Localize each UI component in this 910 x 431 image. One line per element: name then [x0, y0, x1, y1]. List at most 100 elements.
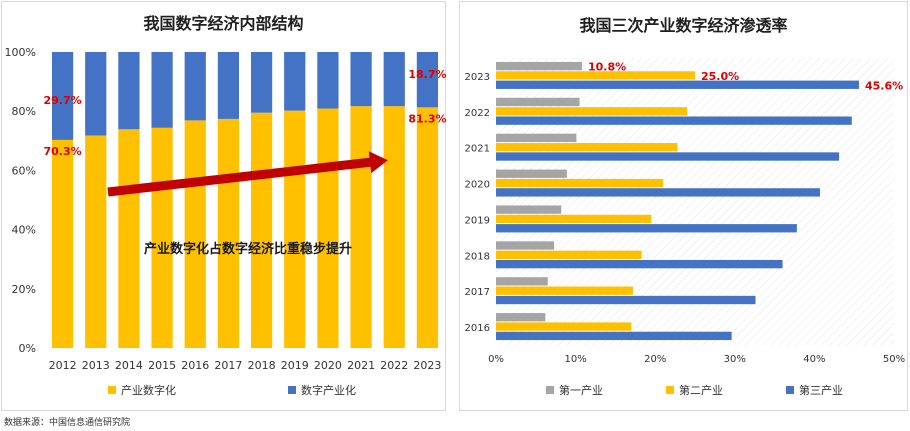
left-x-tick-label: 2015: [148, 359, 176, 372]
bar-industrial-digitalization: [416, 107, 439, 349]
left-x-tick-label: 2023: [413, 359, 441, 372]
hbar-tertiary: [496, 152, 840, 161]
hbar-primary: [496, 97, 580, 107]
right-legend-label: 第二产业: [679, 383, 723, 397]
left-y-tick-label: 20%: [12, 283, 36, 296]
right-legend-swatch: [666, 386, 674, 394]
bar-industrial-digitalization: [85, 135, 107, 348]
bar-digital-industrialization: [217, 52, 240, 119]
right-data-label: 25.0%: [701, 70, 739, 83]
hbar-primary: [496, 133, 577, 143]
bar-digital-industrialization: [350, 52, 372, 107]
bar-digital-industrialization: [184, 52, 206, 121]
right-y-tick-label: 2023: [465, 72, 490, 83]
hbar-secondary: [496, 143, 678, 152]
left-x-tick-label: 2016: [181, 359, 209, 372]
right-y-tick-label: 2017: [465, 287, 490, 298]
right-legend-label: 第三产业: [799, 383, 843, 397]
left-data-label: 70.3%: [43, 145, 81, 158]
bar-industrial-digitalization: [350, 106, 372, 348]
hbar-secondary: [496, 286, 633, 295]
hbar-secondary: [496, 322, 632, 331]
right-legend-swatch: [786, 386, 794, 394]
bar-industrial-digitalization: [284, 110, 306, 348]
bar-industrial-digitalization: [151, 127, 173, 348]
left-chart-title: 我国数字经济内部结构: [143, 14, 304, 33]
hbar-tertiary: [496, 80, 859, 89]
bar-digital-industrialization: [51, 52, 74, 140]
left-y-tick-label: 60%: [12, 164, 36, 177]
hbar-primary: [496, 313, 546, 322]
right-legend-label: 第一产业: [559, 383, 603, 397]
left-chart-panel: 我国数字经济内部结构 0% 20% 40% 60% 80% 100% 2012 2013 201…: [1, 1, 447, 411]
hbar-primary: [496, 241, 555, 250]
hbar-tertiary: [496, 116, 852, 125]
source-note: 数据来源：中国信息通信研究院: [4, 418, 131, 428]
left-y-tick-label: 40%: [12, 224, 36, 237]
left-y-tick-label: 80%: [12, 105, 36, 118]
bar-digital-industrialization: [383, 52, 405, 107]
bar-digital-industrialization: [85, 52, 107, 136]
bar-digital-industrialization: [250, 52, 273, 113]
bar-industrial-digitalization: [217, 118, 240, 348]
hbar-secondary: [496, 250, 642, 259]
right-x-tick-label: 20%: [644, 354, 666, 365]
hbar-secondary: [496, 71, 695, 80]
right-x-tick-label: 40%: [803, 354, 825, 365]
hbar-tertiary: [496, 331, 732, 341]
right-data-label: 45.6%: [865, 79, 903, 92]
hbar-tertiary: [496, 295, 756, 305]
left-legend-label: 数字产业化: [301, 383, 356, 397]
hbar-secondary: [496, 107, 688, 116]
left-data-label: 29.7%: [43, 94, 81, 107]
hbar-tertiary: [496, 188, 820, 197]
left-y-tick-label: 0%: [19, 342, 36, 355]
hbar-secondary: [496, 178, 664, 188]
right-y-tick-label: 2021: [465, 144, 490, 155]
hbar-primary: [496, 205, 562, 214]
bar-industrial-digitalization: [383, 106, 405, 348]
hbar-secondary: [496, 214, 652, 224]
bar-digital-industrialization: [118, 52, 140, 130]
left-x-tick-label: 2018: [248, 359, 276, 372]
right-data-label: 10.8%: [588, 61, 626, 74]
left-data-label: 18.7%: [408, 68, 446, 81]
right-y-tick-label: 2020: [465, 180, 490, 191]
bar-digital-industrialization: [416, 52, 439, 108]
hbar-tertiary: [496, 224, 797, 233]
left-x-tick-label: 2021: [347, 359, 375, 372]
hbar-primary: [496, 169, 567, 178]
left-x-tick-label: 2012: [49, 359, 77, 372]
right-y-tick-label: 2019: [465, 215, 490, 226]
left-legend-swatch: [288, 386, 296, 394]
left-x-tick-label: 2020: [314, 359, 342, 372]
bar-digital-industrialization: [317, 52, 339, 109]
left-x-tick-label: 2014: [115, 359, 143, 372]
hbar-primary: [496, 61, 582, 71]
bar-industrial-digitalization: [250, 112, 273, 349]
trend-arrow-shaft: [107, 157, 373, 197]
right-x-tick-label: 50%: [883, 354, 905, 365]
bar-industrial-digitalization: [184, 120, 206, 348]
right-x-tick-label: 0%: [488, 354, 504, 365]
left-chart-svg: 0% 20% 40% 60% 80% 100% 2012 2013 2014 2015 2016 20…: [5, 46, 447, 397]
right-y-tick-label: 2016: [465, 323, 490, 334]
trend-annotation: 产业数字化占数字经济比重稳步提升: [144, 241, 352, 257]
bar-industrial-digitalization: [118, 129, 140, 348]
right-chart-svg: 0% 10% 20% 30% 40% 50% 2016 2017 2018 2019 2020 202…: [465, 58, 905, 397]
trend-arrow-head: [368, 151, 388, 174]
right-y-tick-label: 2018: [465, 251, 490, 262]
left-y-tick-label: 100%: [5, 46, 36, 59]
left-x-tick-label: 2013: [82, 359, 110, 372]
bar-industrial-digitalization: [317, 108, 339, 348]
left-x-tick-label: 2017: [214, 359, 242, 372]
bar-digital-industrialization: [151, 52, 173, 128]
right-x-tick-label: 10%: [564, 354, 586, 365]
hbar-primary: [496, 277, 548, 286]
left-x-tick-label: 2019: [281, 359, 309, 372]
right-chart-title: 我国三次产业数字经济渗透率: [579, 16, 788, 35]
left-legend-label: 产业数字化: [121, 383, 176, 397]
bar-digital-industrialization: [284, 52, 306, 111]
right-y-tick-label: 2022: [465, 108, 490, 119]
bar-industrial-digitalization: [51, 139, 74, 348]
